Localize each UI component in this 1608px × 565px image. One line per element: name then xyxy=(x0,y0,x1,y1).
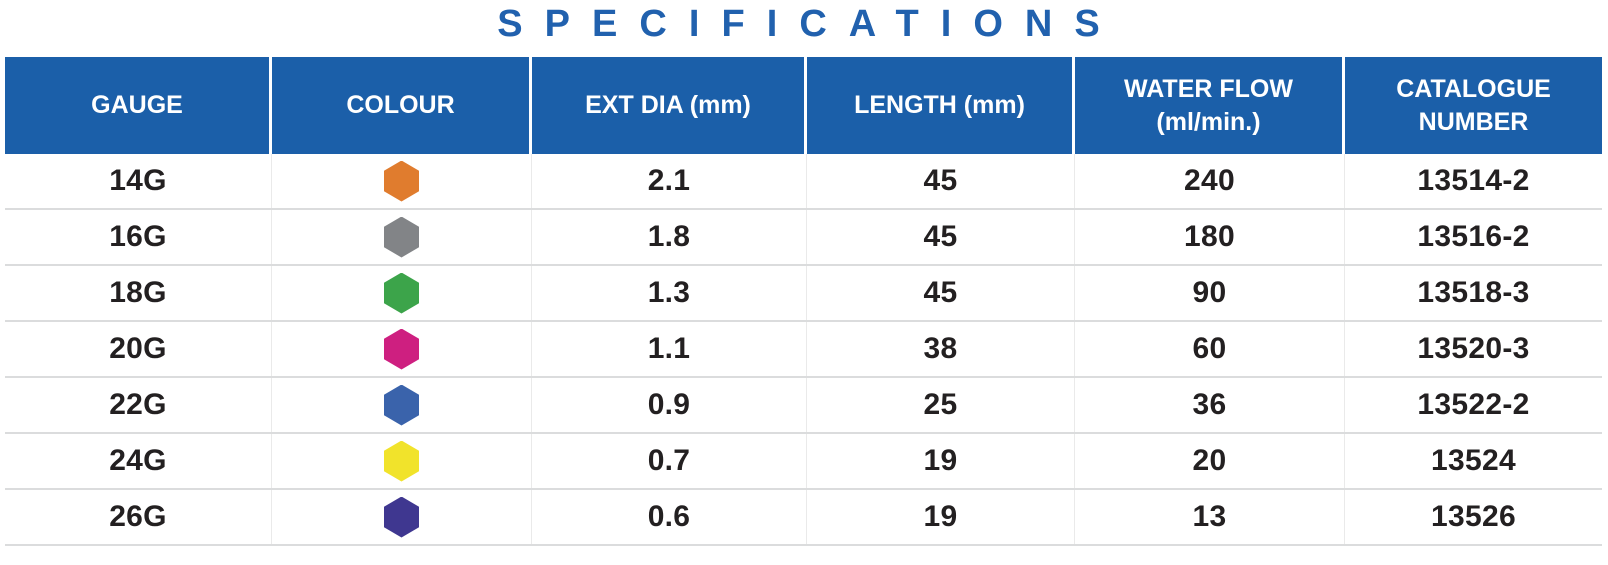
colour-cell xyxy=(272,490,532,544)
gauge-cell: 14G xyxy=(5,154,272,208)
column-header-gauge: GAUGE xyxy=(5,57,272,154)
title-bar: SPECIFICATIONS xyxy=(0,0,1608,57)
catalogue-cell: 13516-2 xyxy=(1417,220,1530,253)
ext-dia-cell: 0.6 xyxy=(532,490,807,544)
length-cell: 25 xyxy=(807,378,1075,432)
catalogue-cell: 13518-3 xyxy=(1417,276,1530,309)
length-cell: 19 xyxy=(807,434,1075,488)
table-row-22g: 22G 0.9 25 36 13522-2 xyxy=(5,378,1602,434)
gauge-cell: 20G xyxy=(5,322,272,376)
ext-dia-cell: 2.1 xyxy=(532,154,807,208)
gauge-cell: 22G xyxy=(5,378,272,432)
gauge-cell: 24G xyxy=(5,434,272,488)
ext-dia-cell: 1.1 xyxy=(532,322,807,376)
colour-hexagon-icon xyxy=(384,496,419,538)
colour-cell xyxy=(272,322,532,376)
length-cell: 19 xyxy=(807,490,1075,544)
colour-hexagon-icon xyxy=(384,160,419,202)
water-flow-cell: 180 xyxy=(1075,210,1345,264)
length-cell: 45 xyxy=(807,154,1075,208)
colour-hexagon-icon xyxy=(384,272,419,314)
specifications-table: GAUGE COLOUR EXT DIA (mm) LENGTH (mm) WA… xyxy=(5,57,1602,546)
water-flow-cell: 90 xyxy=(1075,266,1345,320)
water-flow-cell: 36 xyxy=(1075,378,1345,432)
colour-hexagon-icon xyxy=(384,440,419,482)
gauge-cell: 26G xyxy=(5,490,272,544)
catalogue-cell: 13526 xyxy=(1431,500,1516,533)
colour-hexagon-icon xyxy=(384,328,419,370)
table-row-20g: 20G 1.1 38 60 13520-3 xyxy=(5,322,1602,378)
ext-dia-cell: 0.7 xyxy=(532,434,807,488)
colour-hexagon-icon xyxy=(384,216,419,258)
column-header-length: LENGTH (mm) xyxy=(807,57,1075,154)
column-header-colour: COLOUR xyxy=(272,57,532,154)
column-header-catalogue-number: CATALOGUE NUMBER xyxy=(1345,57,1602,154)
catalogue-cell: 13524 xyxy=(1431,444,1516,477)
table-row-16g: 16G 1.8 45 180 13516-2 xyxy=(5,210,1602,266)
column-header-ext-dia: EXT DIA (mm) xyxy=(532,57,807,154)
water-flow-cell: 60 xyxy=(1075,322,1345,376)
catalogue-cell: 13514-2 xyxy=(1417,164,1530,197)
column-header-water-flow: WATER FLOW (ml/min.) xyxy=(1075,57,1345,154)
table-row-24g: 24G 0.7 19 20 13524 xyxy=(5,434,1602,490)
table-row-26g: 26G 0.6 19 13 13526 xyxy=(5,490,1602,546)
table-row-18g: 18G 1.3 45 90 13518-3 xyxy=(5,266,1602,322)
gauge-cell: 16G xyxy=(5,210,272,264)
length-cell: 45 xyxy=(807,266,1075,320)
water-flow-cell: 20 xyxy=(1075,434,1345,488)
page-title: SPECIFICATIONS xyxy=(497,3,1122,45)
ext-dia-cell: 1.3 xyxy=(532,266,807,320)
colour-hexagon-icon xyxy=(384,384,419,426)
ext-dia-cell: 1.8 xyxy=(532,210,807,264)
catalogue-cell: 13522-2 xyxy=(1417,388,1530,421)
gauge-cell: 18G xyxy=(5,266,272,320)
colour-cell xyxy=(272,266,532,320)
table-row-14g: 14G 2.1 45 240 13514-2 xyxy=(5,154,1602,210)
ext-dia-cell: 0.9 xyxy=(532,378,807,432)
colour-cell xyxy=(272,210,532,264)
water-flow-cell: 240 xyxy=(1075,154,1345,208)
water-flow-cell: 13 xyxy=(1075,490,1345,544)
table-header-row: GAUGE COLOUR EXT DIA (mm) LENGTH (mm) WA… xyxy=(5,57,1602,154)
colour-cell xyxy=(272,378,532,432)
catalogue-cell: 13520-3 xyxy=(1417,332,1530,365)
length-cell: 45 xyxy=(807,210,1075,264)
colour-cell xyxy=(272,154,532,208)
colour-cell xyxy=(272,434,532,488)
length-cell: 38 xyxy=(807,322,1075,376)
